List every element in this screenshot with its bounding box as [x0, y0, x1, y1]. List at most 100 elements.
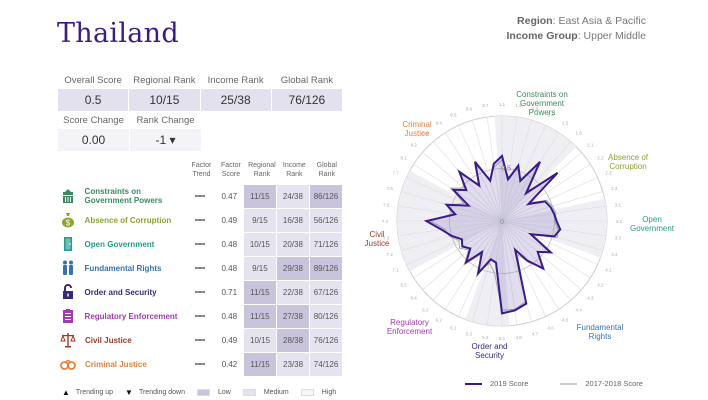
- legend-2019: 2019 Score: [465, 379, 528, 388]
- svg-text:5.1: 5.1: [499, 336, 506, 341]
- income-rank: Income Rank 25/38: [200, 73, 271, 111]
- radar-plot: 1.1 1.2 1.3 1.4 1.5 1.6 2.1 2.2 2.3 2.4 3.1 3.2 3.3 3…: [382, 102, 623, 341]
- svg-text:1.6: 1.6: [575, 131, 582, 136]
- factor-name[interactable]: Fundamental Rights: [84, 263, 162, 273]
- svg-text:2.2: 2.2: [597, 156, 604, 161]
- factor-regional-rank: 11/15: [243, 304, 276, 328]
- svg-text:3.1: 3.1: [615, 202, 622, 207]
- radar-axis-label: Civil Justice: [364, 230, 390, 248]
- table-row: Regulatory Enforcement 0.48 11/15 27/38 …: [58, 304, 343, 328]
- factor-name[interactable]: Order and Security: [84, 287, 157, 297]
- factor-regional-rank: 9/15: [243, 208, 276, 232]
- no-change-dash-icon: [195, 266, 206, 269]
- svg-text:4.7: 4.7: [532, 331, 539, 336]
- factor-name[interactable]: Open Government: [84, 239, 155, 249]
- score-change: Score Change 0.00: [58, 113, 129, 151]
- factor-name[interactable]: Criminal Justice: [85, 359, 147, 369]
- global-rank: Global Rank 76/126: [271, 73, 342, 111]
- svg-text:4.3: 4.3: [587, 296, 594, 301]
- factor-name[interactable]: Regulatory Enforcement: [84, 311, 178, 321]
- legend-2017-2018: 2017-2018 Score: [560, 379, 643, 388]
- svg-text:3.2: 3.2: [616, 219, 623, 224]
- factor-regional-rank: 10/15: [244, 328, 277, 352]
- factor-income-rank: 23/38: [277, 352, 310, 376]
- factor-regional-rank: 11/15: [243, 280, 276, 304]
- table-row: Fundamental Rights 0.48 9/15 29/38 89/12…: [58, 256, 343, 280]
- header-income-rank: Income Rank: [282, 162, 306, 178]
- no-change-dash-icon: [195, 218, 206, 221]
- factor-trend: [186, 259, 215, 277]
- svg-text:7.2: 7.2: [387, 252, 394, 257]
- factor-score: 0.47: [221, 191, 238, 201]
- line-swatch-2019: [465, 382, 482, 385]
- factor-trend: [186, 355, 215, 373]
- rank-change: Rank Change -1 ▾: [130, 113, 201, 151]
- factor-global-rank: 67/126: [309, 280, 342, 304]
- svg-text:6.5: 6.5: [400, 282, 407, 287]
- radar-axis-label: Regulatory Enforcement: [386, 318, 433, 336]
- table-row: $ Absence of Corruption 0.49 9/15 16/38 …: [58, 208, 343, 232]
- no-change-dash-icon: [195, 242, 206, 245]
- low-swatch: [197, 389, 210, 396]
- svg-text:4.8: 4.8: [516, 335, 523, 340]
- header-factor-trend: Factor Trend: [191, 162, 212, 178]
- overall-score: Overall Score 0.5: [58, 73, 129, 111]
- factor-name[interactable]: Civil Justice: [85, 335, 132, 345]
- regional-rank: Regional Rank 10/15: [129, 73, 200, 111]
- line-swatch-2017-2018: [560, 382, 578, 385]
- svg-text:8.1: 8.1: [400, 156, 407, 161]
- factor-score: 0.49: [221, 335, 238, 345]
- svg-text:1.1: 1.1: [499, 102, 506, 107]
- factor-global-rank: 56/126: [309, 208, 342, 232]
- factor-regional-rank: 10/15: [243, 232, 276, 256]
- factor-name[interactable]: Constraints on Government Powers: [84, 187, 163, 205]
- chart-legend: 2019 Score 2017-2018 Score: [465, 379, 675, 388]
- svg-text:6.1: 6.1: [450, 325, 457, 330]
- factor-global-rank: 86/126: [309, 184, 342, 208]
- factor-income-rank: 24/38: [276, 184, 309, 208]
- factor-trend: [186, 187, 215, 205]
- svg-text:1.5: 1.5: [562, 121, 569, 126]
- summary-panel: Overall Score 0.5 Regional Rank 10/15 In…: [58, 73, 343, 151]
- table-legend: ▲ Trending up ▼ Trending down Low Medium H…: [62, 388, 337, 397]
- svg-text:4.5: 4.5: [562, 317, 569, 322]
- svg-text:4.4: 4.4: [575, 307, 582, 312]
- svg-text:0: 0: [500, 219, 504, 226]
- svg-text:8.3: 8.3: [422, 131, 429, 136]
- svg-text:4.1: 4.1: [605, 268, 612, 273]
- svg-text:0.5: 0.5: [501, 166, 511, 173]
- svg-text:8.2: 8.2: [410, 142, 417, 147]
- svg-text:7.3: 7.3: [383, 236, 390, 241]
- svg-text:6.4: 6.4: [410, 296, 417, 301]
- factor-name[interactable]: Absence of Corruption: [84, 215, 172, 225]
- no-change-dash-icon: [195, 194, 206, 197]
- svg-text:1.3: 1.3: [532, 107, 539, 112]
- radar-axis-label: Constraints on Government Powers: [516, 90, 568, 117]
- svg-text:8.4: 8.4: [436, 121, 443, 126]
- triangle-up-icon: ▲: [62, 388, 70, 397]
- svg-text:4.6: 4.6: [547, 325, 554, 330]
- radar-chart: 1.1 1.2 1.3 1.4 1.5 1.6 2.1 2.2 2.3 2.4 3.1 3.2 3.3 3…: [362, 80, 674, 380]
- high-swatch: [300, 389, 314, 396]
- radar-axis-label: Order and Security: [471, 342, 508, 360]
- no-change-dash-icon: [195, 338, 206, 341]
- factor-trend: [186, 283, 215, 301]
- svg-text:8.6: 8.6: [466, 107, 473, 112]
- building-icon: [60, 188, 76, 204]
- factor-regional-rank: 11/15: [243, 184, 276, 208]
- triangle-down-icon: ▼: [125, 388, 133, 397]
- factor-global-rank: 76/126: [310, 328, 343, 352]
- svg-text:2.3: 2.3: [605, 170, 612, 175]
- svg-text:7.6: 7.6: [387, 186, 394, 191]
- table-row: Constraints on Government Powers 0.47 11…: [58, 184, 343, 208]
- factor-global-rank: 71/126: [309, 232, 342, 256]
- svg-text:3.3: 3.3: [615, 236, 622, 241]
- factor-income-rank: 22/38: [276, 280, 309, 304]
- door-icon: [60, 236, 76, 252]
- svg-text:1.4: 1.4: [547, 113, 554, 118]
- medium-swatch: [242, 389, 256, 396]
- factor-score: 0.49: [221, 215, 238, 225]
- people-icon: [60, 260, 76, 276]
- income-group-line: Income Group: Upper Middle: [506, 30, 646, 42]
- clipboard-icon: [60, 308, 76, 324]
